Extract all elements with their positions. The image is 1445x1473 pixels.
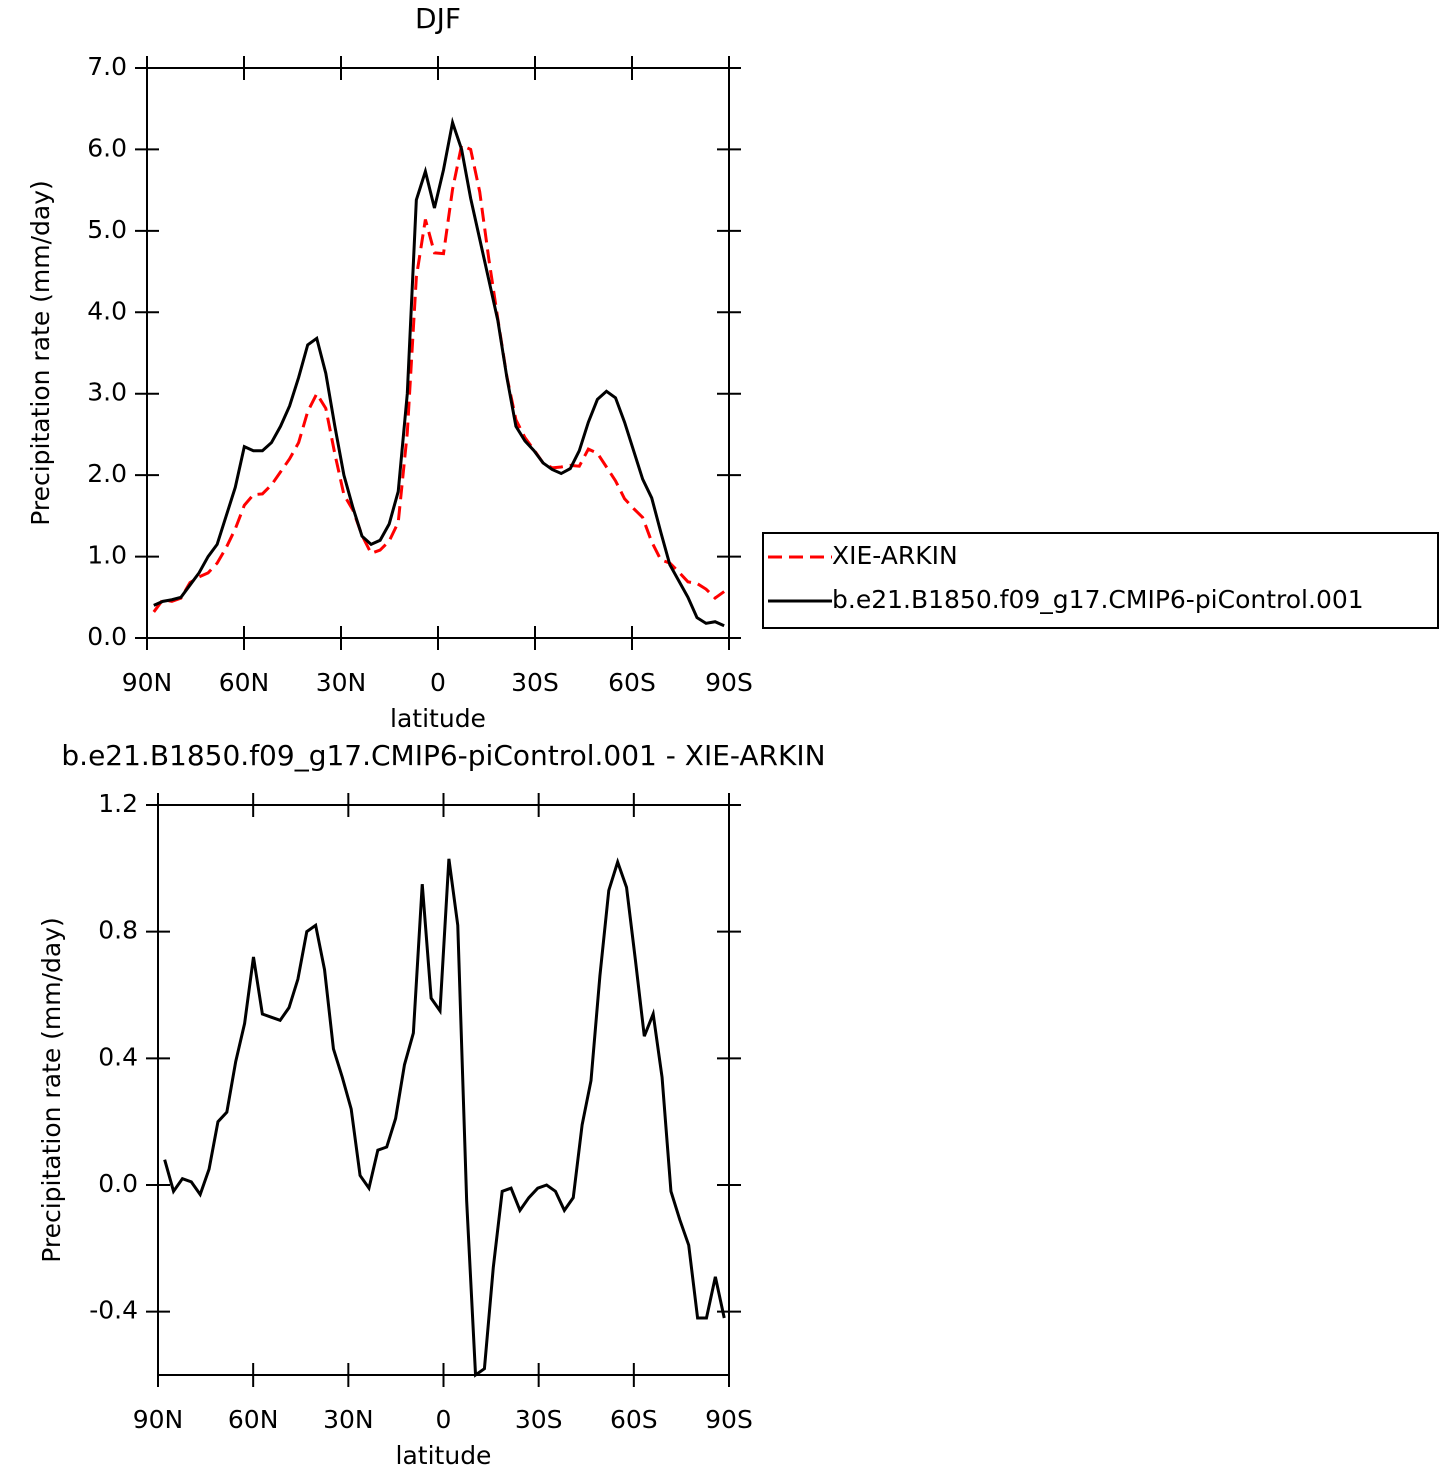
data-line xyxy=(163,857,726,1378)
x-tick-label: 60N xyxy=(228,1405,279,1434)
x-tick-label: 0 xyxy=(436,1405,452,1434)
data-line xyxy=(153,116,725,628)
y-tick-label: -0.4 xyxy=(89,1296,138,1325)
x-tick-label: 90N xyxy=(133,1405,184,1434)
x-tick-label: 60N xyxy=(219,668,270,697)
x-tick-label: 60S xyxy=(610,1405,658,1434)
chart-title: DJF xyxy=(415,2,461,35)
x-tick-label: 30S xyxy=(511,668,559,697)
x-tick-label: 60S xyxy=(608,668,656,697)
x-tick-label: 30S xyxy=(515,1405,563,1434)
y-tick-label: 0.0 xyxy=(87,622,127,651)
x-tick-label: 90N xyxy=(122,668,173,697)
x-tick-label: 0 xyxy=(430,668,446,697)
y-tick-label: 0.8 xyxy=(98,916,138,945)
y-tick-label: 1.0 xyxy=(87,541,127,570)
x-tick-label: 30N xyxy=(323,1405,374,1434)
y-tick-label: 1.2 xyxy=(98,789,138,818)
legend-label: XIE-ARKIN xyxy=(832,541,958,570)
y-tick-label: 4.0 xyxy=(87,296,127,325)
x-tick-label: 30N xyxy=(316,668,367,697)
y-axis-label: Precipitation rate (mm/day) xyxy=(37,917,66,1263)
y-tick-label: 6.0 xyxy=(87,133,127,162)
chart-title: b.e21.B1850.f09_g17.CMIP6-piControl.001 … xyxy=(61,739,825,772)
y-tick-label: 0.0 xyxy=(98,1169,138,1198)
y-tick-label: 2.0 xyxy=(87,459,127,488)
y-tick-label: 0.4 xyxy=(98,1042,138,1071)
x-axis-label: latitude xyxy=(390,704,486,733)
x-tick-label: 90S xyxy=(705,1405,753,1434)
x-tick-label: 90S xyxy=(705,668,753,697)
y-axis-label: Precipitation rate (mm/day) xyxy=(26,180,55,526)
y-tick-label: 5.0 xyxy=(87,215,127,244)
plot-frame xyxy=(146,67,730,639)
plot-frame xyxy=(157,804,730,1376)
y-tick-label: 3.0 xyxy=(87,378,127,407)
legend-box xyxy=(762,532,1439,629)
x-axis-label: latitude xyxy=(396,1441,492,1470)
legend-label: b.e21.B1850.f09_g17.CMIP6-piControl.001 xyxy=(832,585,1364,614)
y-tick-label: 7.0 xyxy=(87,52,127,81)
data-line xyxy=(152,143,726,613)
